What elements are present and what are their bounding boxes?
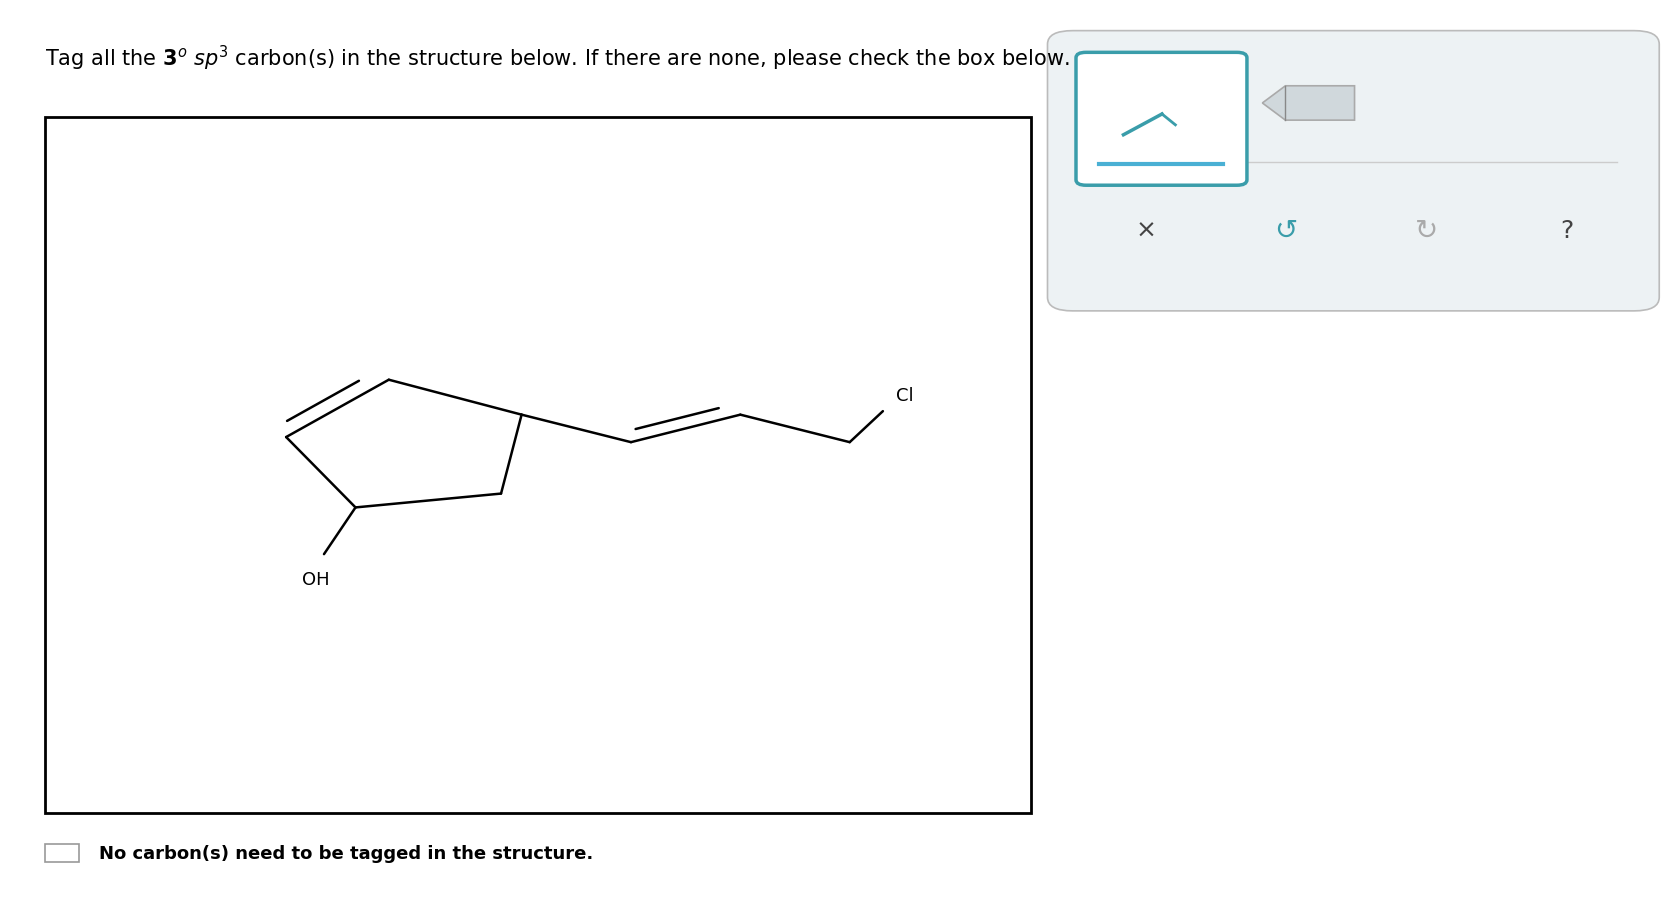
Text: ↺: ↺	[1274, 217, 1297, 244]
FancyBboxPatch shape	[1076, 53, 1247, 186]
Text: No carbon(s) need to be tagged in the structure.: No carbon(s) need to be tagged in the st…	[99, 844, 593, 862]
Text: Tag all the $\mathbf{3}^o$ $\mathit{sp}^3$ carbon(s) in the structure below. If : Tag all the $\mathbf{3}^o$ $\mathit{sp}^…	[45, 44, 1069, 73]
Text: Cl: Cl	[897, 386, 913, 405]
FancyBboxPatch shape	[1048, 32, 1659, 312]
Text: ↻: ↻	[1415, 217, 1438, 244]
Text: OH: OH	[302, 571, 330, 589]
Text: ×: ×	[1135, 219, 1156, 242]
Text: ?: ?	[1560, 219, 1574, 242]
Polygon shape	[1262, 87, 1354, 121]
Bar	[45, 844, 79, 862]
Bar	[45, 117, 1031, 813]
